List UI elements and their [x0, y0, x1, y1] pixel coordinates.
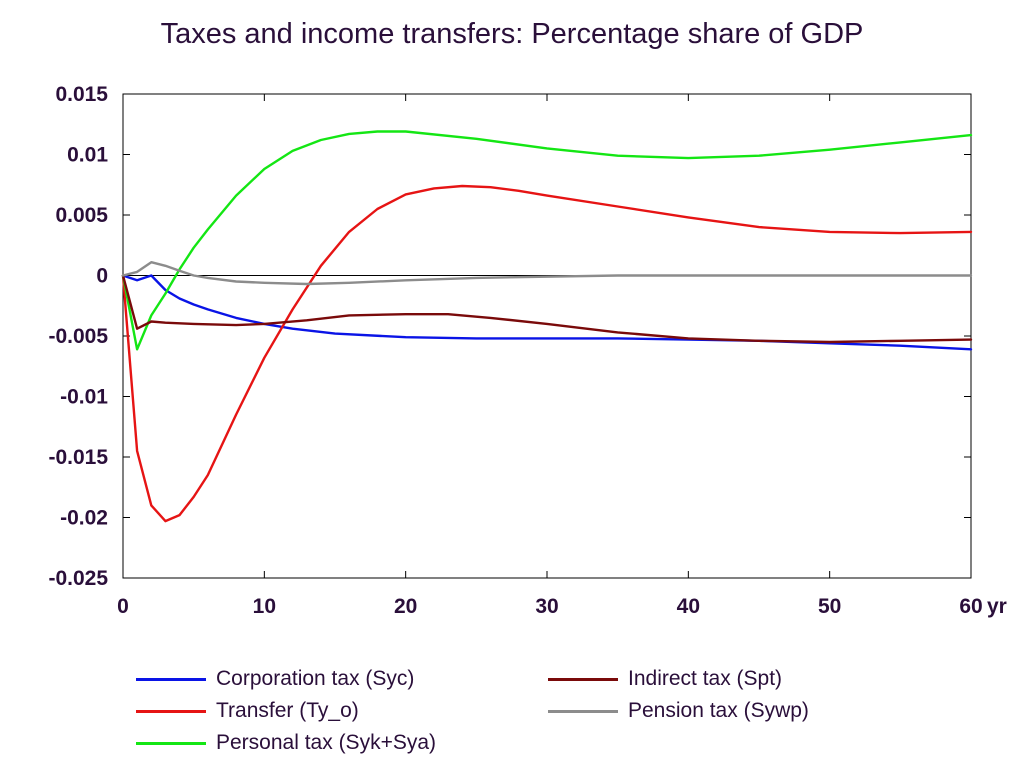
- y-tick-label: 0.005: [55, 204, 108, 227]
- series-line-personal-tax-syk-sya: [121, 130, 973, 351]
- series-line-corporation-tax-syc: [121, 274, 973, 351]
- y-tick-label: -0.005: [48, 325, 108, 348]
- plot-frame: [122, 93, 972, 579]
- x-unit-label: yr: [987, 595, 1007, 618]
- x-tick-label: 50: [818, 595, 841, 618]
- legend-item: Indirect tax (Spt): [548, 666, 782, 692]
- legend-label: Transfer (Ty_o): [216, 699, 359, 722]
- chart-title: Taxes and income transfers: Percentage s…: [160, 18, 864, 50]
- y-tick-label: -0.01: [60, 386, 108, 409]
- legend-swatch: [136, 741, 206, 745]
- legend-item: Corporation tax (Syc): [136, 666, 414, 692]
- x-tick-label: 20: [394, 595, 417, 618]
- y-tick-label: 0.01: [67, 144, 108, 167]
- x-tick-label: 10: [253, 595, 276, 618]
- legend-label: Corporation tax (Syc): [216, 667, 415, 690]
- x-tick-label: 0: [117, 595, 129, 618]
- y-tick-label: -0.02: [60, 507, 108, 530]
- legend-item: Pension tax (Sywp): [548, 698, 809, 724]
- y-tick-label: -0.015: [48, 446, 108, 469]
- y-tick-label: 0: [96, 265, 108, 288]
- legend-item: Transfer (Ty_o): [136, 698, 359, 724]
- legend-label: Indirect tax (Spt): [628, 667, 783, 690]
- y-tick-label: 0.015: [55, 83, 108, 106]
- series-line-indirect-tax-spt: [121, 274, 973, 344]
- legend-item: Personal tax (Syk+Sya): [136, 730, 436, 756]
- legend-swatch: [136, 709, 206, 713]
- legend-swatch: [548, 709, 618, 713]
- legend-label: Pension tax (Sywp): [628, 699, 809, 722]
- x-tick-label: 40: [677, 595, 700, 618]
- legend-swatch: [548, 677, 618, 681]
- x-tick-label: 30: [535, 595, 558, 618]
- series-line-transfer-ty-o: [121, 184, 973, 523]
- legend-label: Personal tax (Syk+Sya): [216, 731, 437, 754]
- legend-swatch: [136, 677, 206, 681]
- x-tick-label: 60: [959, 595, 982, 618]
- y-tick-label: -0.025: [48, 567, 108, 590]
- series-line-pension-tax-sywp: [121, 261, 973, 286]
